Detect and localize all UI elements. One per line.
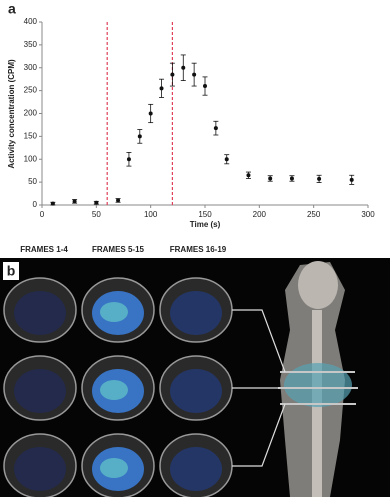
x-tick-label: 0 [40, 210, 45, 219]
x-tick-label: 200 [253, 210, 267, 219]
x-axis-label: Time (s) [190, 220, 221, 229]
skeleton [278, 261, 358, 497]
slice-activity [14, 369, 66, 413]
y-tick-label: 100 [24, 154, 38, 163]
x-tick-label: 250 [307, 210, 321, 219]
point [224, 157, 229, 162]
point [116, 198, 121, 203]
y-tick-label: 0 [33, 200, 38, 209]
point [213, 126, 218, 131]
x-tick-label: 50 [92, 210, 101, 219]
image-panel: FRAMES 1-4 FRAMES 5-15 FRAMES 16-19 b [0, 245, 390, 497]
frame-label: FRAMES 16-19 [170, 245, 227, 254]
panel-label: a [8, 1, 16, 17]
slice-activity [170, 447, 222, 491]
slice-activity [14, 291, 66, 335]
point [148, 111, 153, 116]
frame-label: FRAMES 5-15 [92, 245, 145, 254]
x-tick-label: 150 [198, 210, 212, 219]
y-axis-label: Activity concentration (CPM) [7, 59, 16, 169]
point [246, 173, 251, 178]
point [181, 65, 186, 70]
slice-activity [14, 447, 66, 491]
connectors [232, 309, 286, 467]
slice-activity [170, 369, 222, 413]
point [50, 201, 55, 206]
slice-hotspot [100, 302, 128, 322]
label-box [3, 262, 19, 280]
frame-label: FRAMES 1-4 [20, 245, 68, 254]
slice-hotspot [100, 380, 128, 400]
point [159, 86, 164, 91]
y-tick-label: 50 [28, 177, 37, 186]
point [94, 200, 99, 205]
y-tick-label: 200 [24, 109, 38, 118]
point [349, 177, 354, 182]
y-tick-label: 250 [24, 86, 38, 95]
y-tick-label: 300 [24, 63, 38, 72]
point [72, 199, 77, 204]
slice-activity [170, 291, 222, 335]
point [137, 134, 142, 139]
point [170, 72, 175, 77]
slice-hotspot [100, 458, 128, 478]
point [192, 72, 197, 77]
y-tick-label: 400 [24, 17, 38, 26]
point [126, 157, 131, 162]
x-tick-label: 300 [361, 210, 375, 219]
slices [3, 277, 233, 497]
point [203, 84, 207, 89]
point [317, 176, 322, 181]
y-tick-label: 350 [24, 40, 38, 49]
x-tick-label: 100 [144, 210, 158, 219]
panel-label: b [7, 263, 16, 279]
point [289, 176, 294, 181]
y-tick-label: 150 [24, 131, 38, 140]
point [268, 176, 273, 181]
